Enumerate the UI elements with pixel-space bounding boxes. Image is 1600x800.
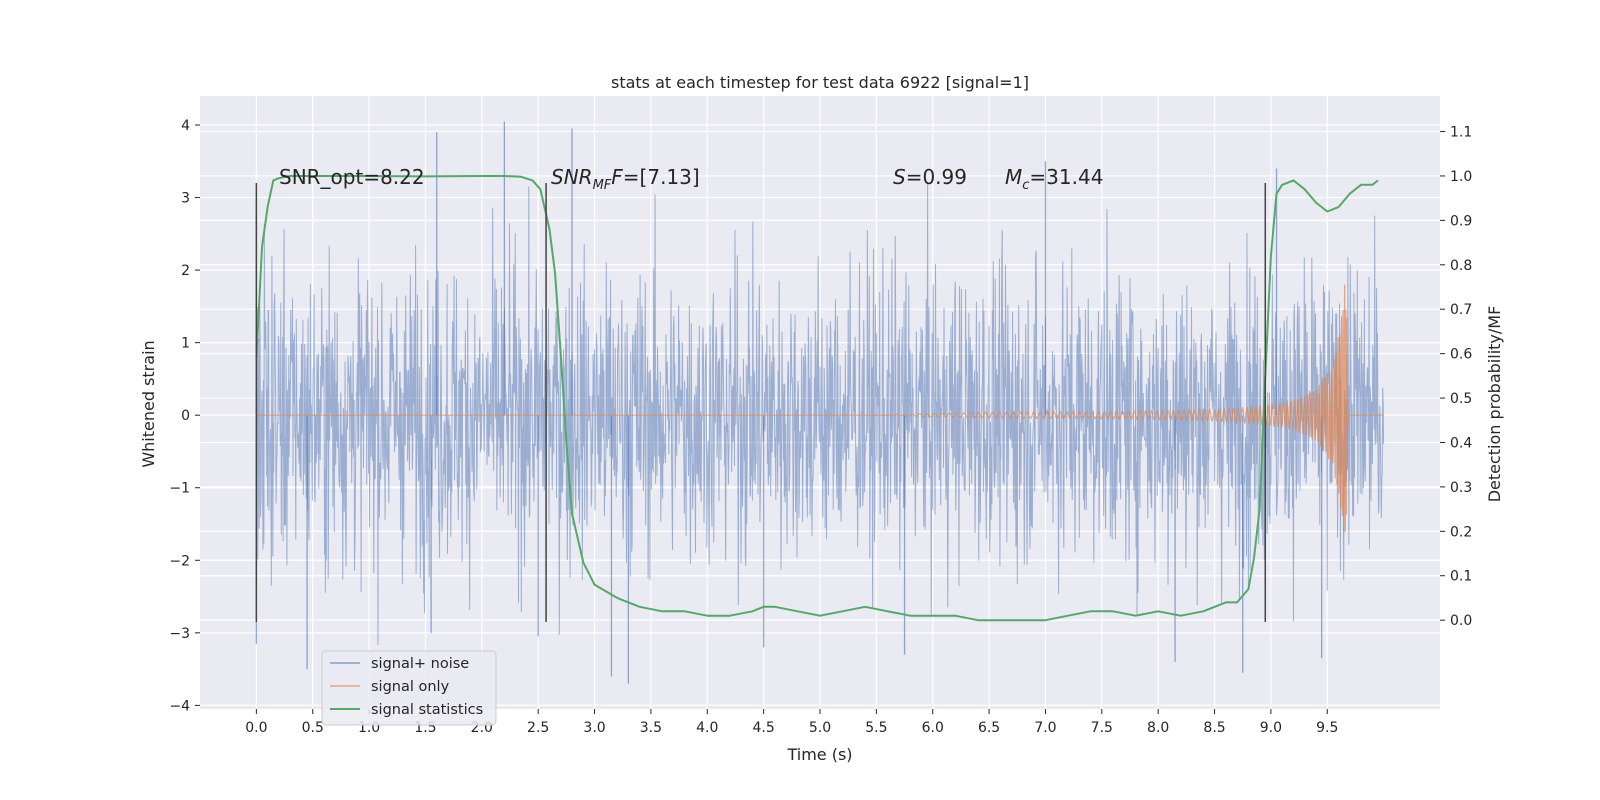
y-right-tick-label: 0.7 bbox=[1450, 302, 1472, 318]
y-right-tick-label: 1.1 bbox=[1450, 125, 1472, 141]
y-tick-label: 0 bbox=[181, 408, 190, 424]
x-tick-label: 2.5 bbox=[527, 720, 549, 736]
y-right-tick-label: 0.5 bbox=[1450, 391, 1472, 407]
y-right-tick-label: 0.4 bbox=[1450, 435, 1472, 451]
y-tick-label: 3 bbox=[181, 191, 190, 207]
y-right-tick-label: 0.8 bbox=[1450, 258, 1472, 274]
y-tick-label: −4 bbox=[169, 698, 190, 714]
annotation-snr-mf-value: =[7.13] bbox=[623, 165, 700, 189]
x-tick-label: 5.0 bbox=[809, 720, 831, 736]
x-tick-label: 3.5 bbox=[640, 720, 662, 736]
x-tick-label: 9.0 bbox=[1260, 720, 1282, 736]
y-tick-label: 1 bbox=[181, 336, 190, 352]
x-tick-label: 0.0 bbox=[245, 720, 267, 736]
y-right-tick-label: 0.3 bbox=[1450, 480, 1472, 496]
y-right-tick-label: 0.0 bbox=[1450, 613, 1472, 629]
x-tick-label: 9.5 bbox=[1316, 720, 1338, 736]
x-tick-label: 5.5 bbox=[865, 720, 887, 736]
x-tick-label: 6.0 bbox=[922, 720, 944, 736]
signal-only-line bbox=[256, 284, 1384, 533]
y-axis-title: Whitened strain bbox=[139, 340, 158, 467]
vertical-markers bbox=[255, 183, 1267, 622]
x-axis-title: Time (s) bbox=[786, 745, 852, 764]
annotation-mc-value: =31.44 bbox=[1029, 165, 1103, 189]
annotation-snr-mf-f: F bbox=[611, 165, 623, 189]
chart-title: stats at each timestep for test data 692… bbox=[611, 73, 1029, 92]
y-tick-label: 2 bbox=[181, 263, 190, 279]
x-tick-label: 6.5 bbox=[978, 720, 1000, 736]
y-right-tick-label: 0.9 bbox=[1450, 213, 1472, 229]
legend-box bbox=[321, 650, 497, 726]
x-tick-label: 7.0 bbox=[1034, 720, 1056, 736]
annotation-snr-mf: SNRMFF=[7.13] bbox=[551, 165, 700, 193]
annotation-s: S=0.99 bbox=[893, 165, 967, 189]
annotation-mc: Mc=31.44 bbox=[1005, 165, 1103, 193]
series-layer bbox=[255, 121, 1385, 684]
y-right-axis-title: Detection probability/MF bbox=[1485, 306, 1504, 503]
legend-label-signal-statistics: signal statistics bbox=[371, 702, 483, 718]
annotation-s-value: =0.99 bbox=[906, 165, 967, 189]
signal-noise-line bbox=[255, 181, 1385, 646]
annotation-s-label: S bbox=[893, 165, 906, 189]
y-tick-label: −3 bbox=[169, 626, 190, 642]
y-tick-label: −2 bbox=[169, 553, 190, 569]
y-right-tick-label: 1.0 bbox=[1450, 169, 1472, 185]
y-right-tick-label: 0.2 bbox=[1450, 524, 1472, 540]
y-right-tick-label: 0.1 bbox=[1450, 569, 1472, 585]
y-tick-label: −1 bbox=[169, 481, 190, 497]
x-tick-label: 8.5 bbox=[1203, 720, 1225, 736]
legend: signal+ noise signal only signal statist… bbox=[321, 650, 497, 726]
annotation-snr-mf-prefix: SNR bbox=[551, 165, 593, 189]
x-tick-label: 3.0 bbox=[583, 720, 605, 736]
axes: 0.0 0.5 1.0 1.5 2.0 2.5 3.0 3.5 4.0 4.5 5.0 5.5 6.0 6… bbox=[169, 118, 1472, 736]
x-tick-label: 7.5 bbox=[1091, 720, 1113, 736]
y-right-tick-label: 0.6 bbox=[1450, 347, 1472, 363]
annotation-mc-sub: c bbox=[1022, 178, 1029, 193]
x-tick-label: 0.5 bbox=[302, 720, 324, 736]
legend-label-signal-only: signal only bbox=[371, 679, 450, 695]
x-tick-label: 4.5 bbox=[753, 720, 775, 736]
signal-statistics-line bbox=[255, 175, 1379, 622]
x-tick-label: 4.0 bbox=[696, 720, 718, 736]
annotation-mc-label: M bbox=[1005, 165, 1022, 189]
y-tick-label: 4 bbox=[181, 118, 190, 134]
x-tick-label: 8.0 bbox=[1147, 720, 1169, 736]
annotation-snr-mf-sub: MF bbox=[593, 178, 612, 193]
annotation-snr-opt: SNR_opt=8.22 bbox=[279, 165, 425, 189]
legend-label-signal-noise: signal+ noise bbox=[371, 656, 469, 672]
